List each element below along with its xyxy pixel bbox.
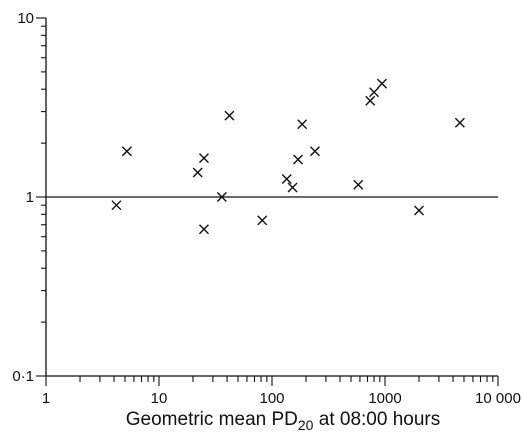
data-point-stroke [353, 179, 364, 190]
x-tick-label: 1000 [368, 390, 401, 407]
data-point [353, 179, 364, 190]
data-point-stroke [293, 154, 304, 165]
data-point [224, 110, 235, 121]
x-tick-label: 1 [42, 390, 50, 407]
y-tick-label: 1 [26, 189, 34, 206]
data-point [369, 87, 380, 98]
data-point-stroke [216, 192, 227, 202]
data-point [192, 167, 203, 178]
data-point [198, 153, 209, 164]
x-tick-label: 10 000 [475, 390, 521, 407]
data-point-stroke [192, 167, 203, 178]
data-point [216, 192, 227, 202]
data-point-stroke [224, 110, 235, 121]
data-point-stroke [198, 224, 209, 235]
data-point-stroke [111, 200, 122, 211]
data-point-stroke [365, 95, 376, 106]
x-tick-label: 10 [151, 390, 168, 407]
data-point-stroke [198, 153, 209, 164]
y-tick-label: 0·1 [12, 368, 34, 385]
data-point [257, 215, 268, 226]
data-point [376, 78, 387, 89]
data-point-stroke [454, 117, 465, 128]
data-point [297, 119, 308, 130]
x-tick-label: 100 [259, 390, 284, 407]
tick-labels: 1 10 100 1000 10 000 0·1 1 10 [12, 10, 521, 407]
data-point-stroke [376, 78, 387, 89]
data-point-stroke [309, 146, 320, 157]
data-point-stroke [297, 119, 308, 130]
data-point [281, 174, 292, 185]
y-tick-label: 10 [17, 10, 34, 27]
data-point [365, 95, 376, 106]
x-axis-label-main: Geometric mean PD [126, 409, 298, 430]
data-point [309, 146, 320, 157]
data-points [111, 78, 465, 235]
data-point [121, 146, 132, 157]
x-axis-label: Geometric mean PD20 at 08:00 hours [126, 409, 440, 433]
x-axis-label-subscript: 20 [298, 417, 314, 433]
data-point-stroke [369, 87, 380, 98]
x-axis-label-tail: at 08:00 hours [313, 409, 440, 430]
data-point [454, 117, 465, 128]
data-point-stroke [287, 182, 298, 193]
data-point [111, 200, 122, 211]
data-point [198, 224, 209, 235]
data-point [293, 154, 304, 165]
data-point-stroke [121, 146, 132, 157]
chart-axes [36, 17, 499, 386]
data-point [414, 205, 425, 216]
data-point-stroke [281, 174, 292, 185]
data-point [287, 182, 298, 193]
data-point-stroke [257, 215, 268, 226]
data-point-stroke [414, 205, 425, 216]
